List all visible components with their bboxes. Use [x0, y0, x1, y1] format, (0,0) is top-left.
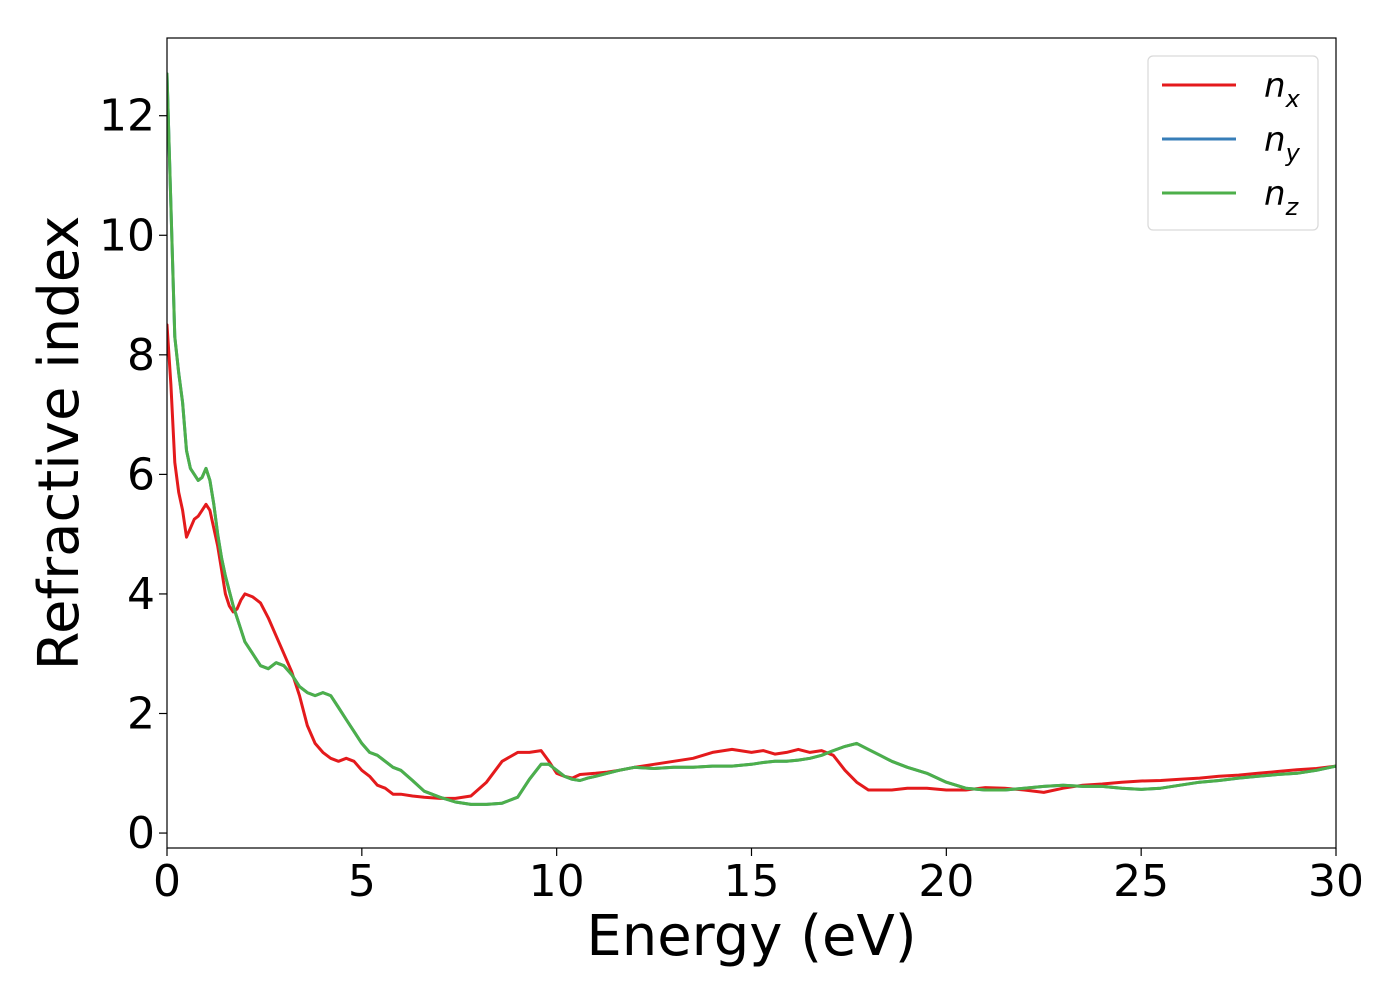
series-line-nz: [167, 72, 1336, 806]
legend-label-ny: ny: [1264, 120, 1301, 167]
legend-box: [1147, 55, 1319, 231]
y-tick-label: 8: [127, 330, 155, 381]
y-axis-ticks: 0 2 4 6 8 10 12: [99, 91, 167, 859]
y-tick-label: 2: [127, 688, 155, 739]
y-axis-label: Refractive index: [27, 216, 92, 671]
legend-label-nz: nz: [1264, 174, 1300, 221]
x-axis-label: Energy (eV): [586, 904, 916, 969]
y-tick-label: 10: [99, 210, 155, 261]
x-axis-ticks: 0 5 10 15 20 25 30: [153, 848, 1364, 907]
y-tick-label: 12: [99, 91, 155, 142]
x-tick-label: 30: [1308, 856, 1364, 907]
x-tick-label: 25: [1113, 856, 1169, 907]
legend-label-nx: nx: [1264, 66, 1301, 113]
series-line-nx: [167, 323, 1336, 800]
y-tick-label: 6: [127, 449, 155, 500]
legend: nx ny nz: [1147, 55, 1319, 231]
y-tick-label: 0: [127, 808, 155, 859]
y-tick-label: 4: [127, 569, 155, 620]
x-tick-label: 0: [153, 856, 181, 907]
x-tick-label: 20: [918, 856, 974, 907]
x-tick-label: 15: [724, 856, 780, 907]
x-tick-label: 10: [529, 856, 585, 907]
series-layer: [167, 72, 1336, 806]
x-tick-label: 5: [348, 856, 376, 907]
